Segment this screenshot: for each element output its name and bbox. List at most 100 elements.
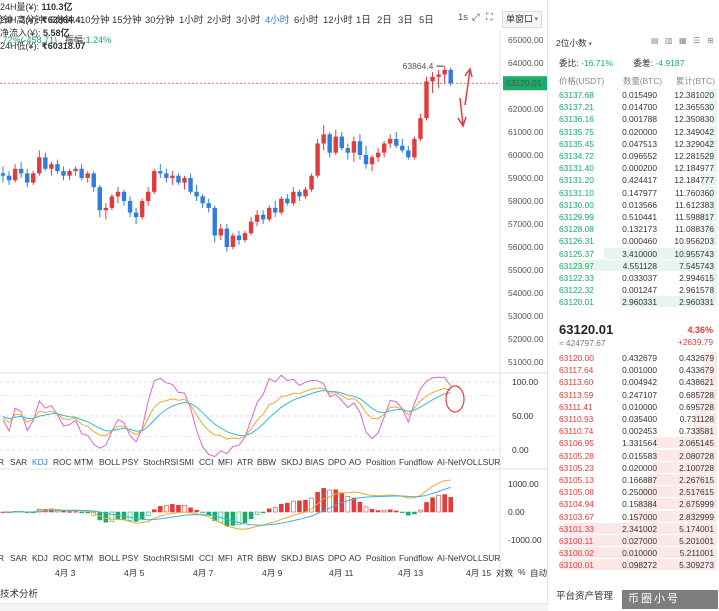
indicator-tab[interactable]: SMI (179, 553, 194, 563)
indicator-tab[interactable]: CCI (199, 553, 214, 563)
indicator-tab[interactable]: ROC (53, 457, 72, 467)
bid-row[interactable]: 63105.23 0.020000 2.100728 (556, 461, 717, 474)
auto-scale-toggle[interactable]: 自动 (530, 568, 548, 578)
indicator-tab[interactable]: SAR (10, 457, 28, 467)
indicator-tab[interactable]: DPO (328, 457, 347, 467)
indicator-tab[interactable]: PSY (122, 457, 139, 467)
tab-timeframe[interactable]: 4小时 (265, 15, 290, 26)
indicator-tab[interactable]: BIAS (305, 553, 325, 563)
indicator-tab[interactable]: MFI (218, 457, 233, 467)
bid-row[interactable]: 63100.11 0.027000 5.201001 (556, 535, 717, 547)
indicator-tab[interactable]: DPO (328, 553, 347, 563)
bid-row[interactable]: 63106.95 1.331564 2.065145 (556, 437, 717, 449)
tab-timeframe[interactable]: 12小时 (323, 15, 353, 26)
indicator-tab[interactable]: ROC (53, 553, 72, 563)
bid-row[interactable]: 63113.60 0.004942 0.438621 (556, 376, 717, 388)
live-interval[interactable]: 1s (458, 12, 469, 23)
ask-row[interactable]: 63123.97 4.551128 7.545743 (556, 259, 717, 272)
ask-row[interactable]: 63125.37 3.410000 10.955743 (556, 247, 717, 260)
log-scale-toggle[interactable]: 对数 (496, 568, 514, 578)
indicator-tab[interactable]: KDJ (32, 553, 48, 563)
bid-row[interactable]: 63117.64 0.001000 0.433679 (556, 364, 717, 376)
indicator-tab[interactable]: SMI (179, 457, 194, 467)
ask-row[interactable]: 63122.32 0.001247 2.961578 (556, 284, 717, 296)
indicator-tab[interactable]: MTM (74, 457, 94, 467)
precision-select[interactable]: 2位小数 (556, 37, 592, 49)
ask-row[interactable]: 63135.75 0.020000 12.349042 (556, 125, 717, 138)
indicator-tab[interactable]: Position (366, 457, 396, 467)
indicator-tab[interactable]: SKDJ (281, 457, 303, 467)
indicator-tab[interactable]: MTM (74, 553, 94, 563)
book-view-grid-icon[interactable]: ⊞ (707, 36, 714, 45)
indicator-tab[interactable]: CCI (199, 457, 214, 467)
ask-row[interactable]: 63136.16 0.001788 12.350830 (556, 113, 717, 125)
book-view-both-icon[interactable]: ▤ (651, 36, 659, 45)
indicator-tab[interactable]: R (0, 457, 5, 467)
ask-row[interactable]: 63131.40 0.000200 12.184977 (556, 162, 717, 174)
indicator-tab[interactable]: MFI (218, 553, 233, 563)
bid-row[interactable]: 63105.28 0.015583 2.080728 (556, 449, 717, 462)
tab-timeframe[interactable]: 3分钟 (20, 15, 45, 26)
indicator-tab[interactable]: BOLL (99, 457, 121, 467)
ask-row[interactable]: 63122.33 0.033037 2.994615 (556, 272, 717, 284)
indicator-tab[interactable]: StochRSI (143, 553, 179, 563)
indicator-tab[interactable]: StochRSI (143, 457, 179, 467)
indicator-tab[interactable]: R (0, 553, 5, 563)
indicator-tab[interactable]: AO (349, 553, 362, 563)
indicator-tab[interactable]: Position (366, 553, 396, 563)
percent-scale-toggle[interactable]: % (518, 567, 526, 577)
indicator-tab[interactable]: SKDJ (281, 553, 303, 563)
tab-timeframe[interactable]: 5分钟 (50, 15, 75, 26)
indicator-tab[interactable]: BBW (257, 553, 277, 563)
ask-row[interactable]: 63135.45 0.047513 12.329042 (556, 137, 717, 150)
ask-row[interactable]: 63131.20 0.424417 12.184777 (556, 174, 717, 186)
indicator-tab[interactable]: PSY (122, 553, 139, 563)
ask-row[interactable]: 63120.01 2.960331 2.960331 (556, 296, 717, 308)
ask-row[interactable]: 63128.08 0.132173 11.088376 (556, 223, 717, 235)
tab-timeframe[interactable]: 3日 (398, 15, 413, 26)
fullscreen-icon[interactable]: ⤢ (472, 12, 480, 23)
tab-technical-analysis[interactable]: 技术分析 (0, 589, 39, 600)
indicator-tab[interactable]: BIAS (305, 457, 325, 467)
bid-row[interactable]: 63110.74 0.002453 0.733581 (556, 425, 717, 437)
ask-row[interactable]: 63134.72 0.096552 12.281529 (556, 150, 717, 162)
tab-asset-management[interactable]: 平台资产管理 (556, 591, 614, 602)
tab-timeframe[interactable]: 1日 (356, 15, 371, 26)
indicator-tab[interactable]: ATR (237, 553, 254, 563)
indicator-tab[interactable]: BOLL (99, 553, 121, 563)
window-select[interactable]: 单窗口 (502, 11, 542, 28)
tab-timeframe[interactable]: 5日 (419, 15, 434, 26)
tab-timeframe[interactable]: 1小时 (179, 15, 204, 26)
indicator-tab[interactable]: AO (349, 457, 362, 467)
bid-row[interactable]: 63101.33 2.341002 5.174001 (556, 522, 717, 535)
indicator-tab[interactable]: AI-NetVOL (437, 553, 478, 563)
indicator-tab[interactable]: Fundflow (399, 457, 433, 467)
indicator-tab[interactable]: SAR (10, 553, 28, 563)
indicator-tab[interactable]: Fundflow (399, 553, 433, 563)
ask-row[interactable]: 63129.99 0.510441 11.598817 (556, 211, 717, 223)
ask-row[interactable]: 63126.31 0.000460 10.956203 (556, 235, 717, 247)
candlestick-chart[interactable]: 65000.0064000.0063000.0062000.0061000.00… (0, 30, 548, 570)
bid-row[interactable]: 63120.00 0.432679 0.432679 (556, 352, 717, 364)
book-view-list-icon[interactable]: ☰ (693, 36, 701, 45)
ask-row[interactable]: 63137.21 0.014700 12.365530 (556, 101, 717, 113)
bid-row[interactable]: 63103.67 0.157000 2.832999 (556, 510, 717, 523)
bid-row[interactable]: 63110.93 0.035400 0.731128 (556, 413, 717, 425)
tab-timeframe[interactable]: 3小时 (236, 15, 261, 26)
tab-timeframe[interactable]: 2小时 (207, 15, 232, 26)
bid-row[interactable]: 63105.13 0.166887 2.267615 (556, 474, 717, 486)
bid-row[interactable]: 63111.41 0.010000 0.695728 (556, 400, 717, 413)
book-view-bids-icon[interactable]: ▥ (665, 36, 673, 45)
indicator-tab[interactable]: LSUR (478, 553, 501, 563)
bid-row[interactable]: 63113.59 0.247107 0.685728 (556, 388, 717, 401)
tab-timeframe[interactable]: 10分钟 (80, 15, 110, 26)
indicator-tab[interactable]: LSUR (478, 457, 501, 467)
tab-timeframe[interactable]: 6小时 (294, 15, 319, 26)
book-view-asks-icon[interactable]: ▦ (679, 36, 687, 45)
ask-row[interactable]: 63130.00 0.013566 11.612383 (556, 198, 717, 211)
bid-row[interactable]: 63105.08 0.250000 2.517615 (556, 486, 717, 498)
tab-timeframe[interactable]: 30分钟 (145, 15, 175, 26)
indicator-tab[interactable]: BBW (257, 457, 277, 467)
indicator-tab[interactable]: ATR (237, 457, 254, 467)
tab-timeframe[interactable]: 2日 (377, 15, 392, 26)
